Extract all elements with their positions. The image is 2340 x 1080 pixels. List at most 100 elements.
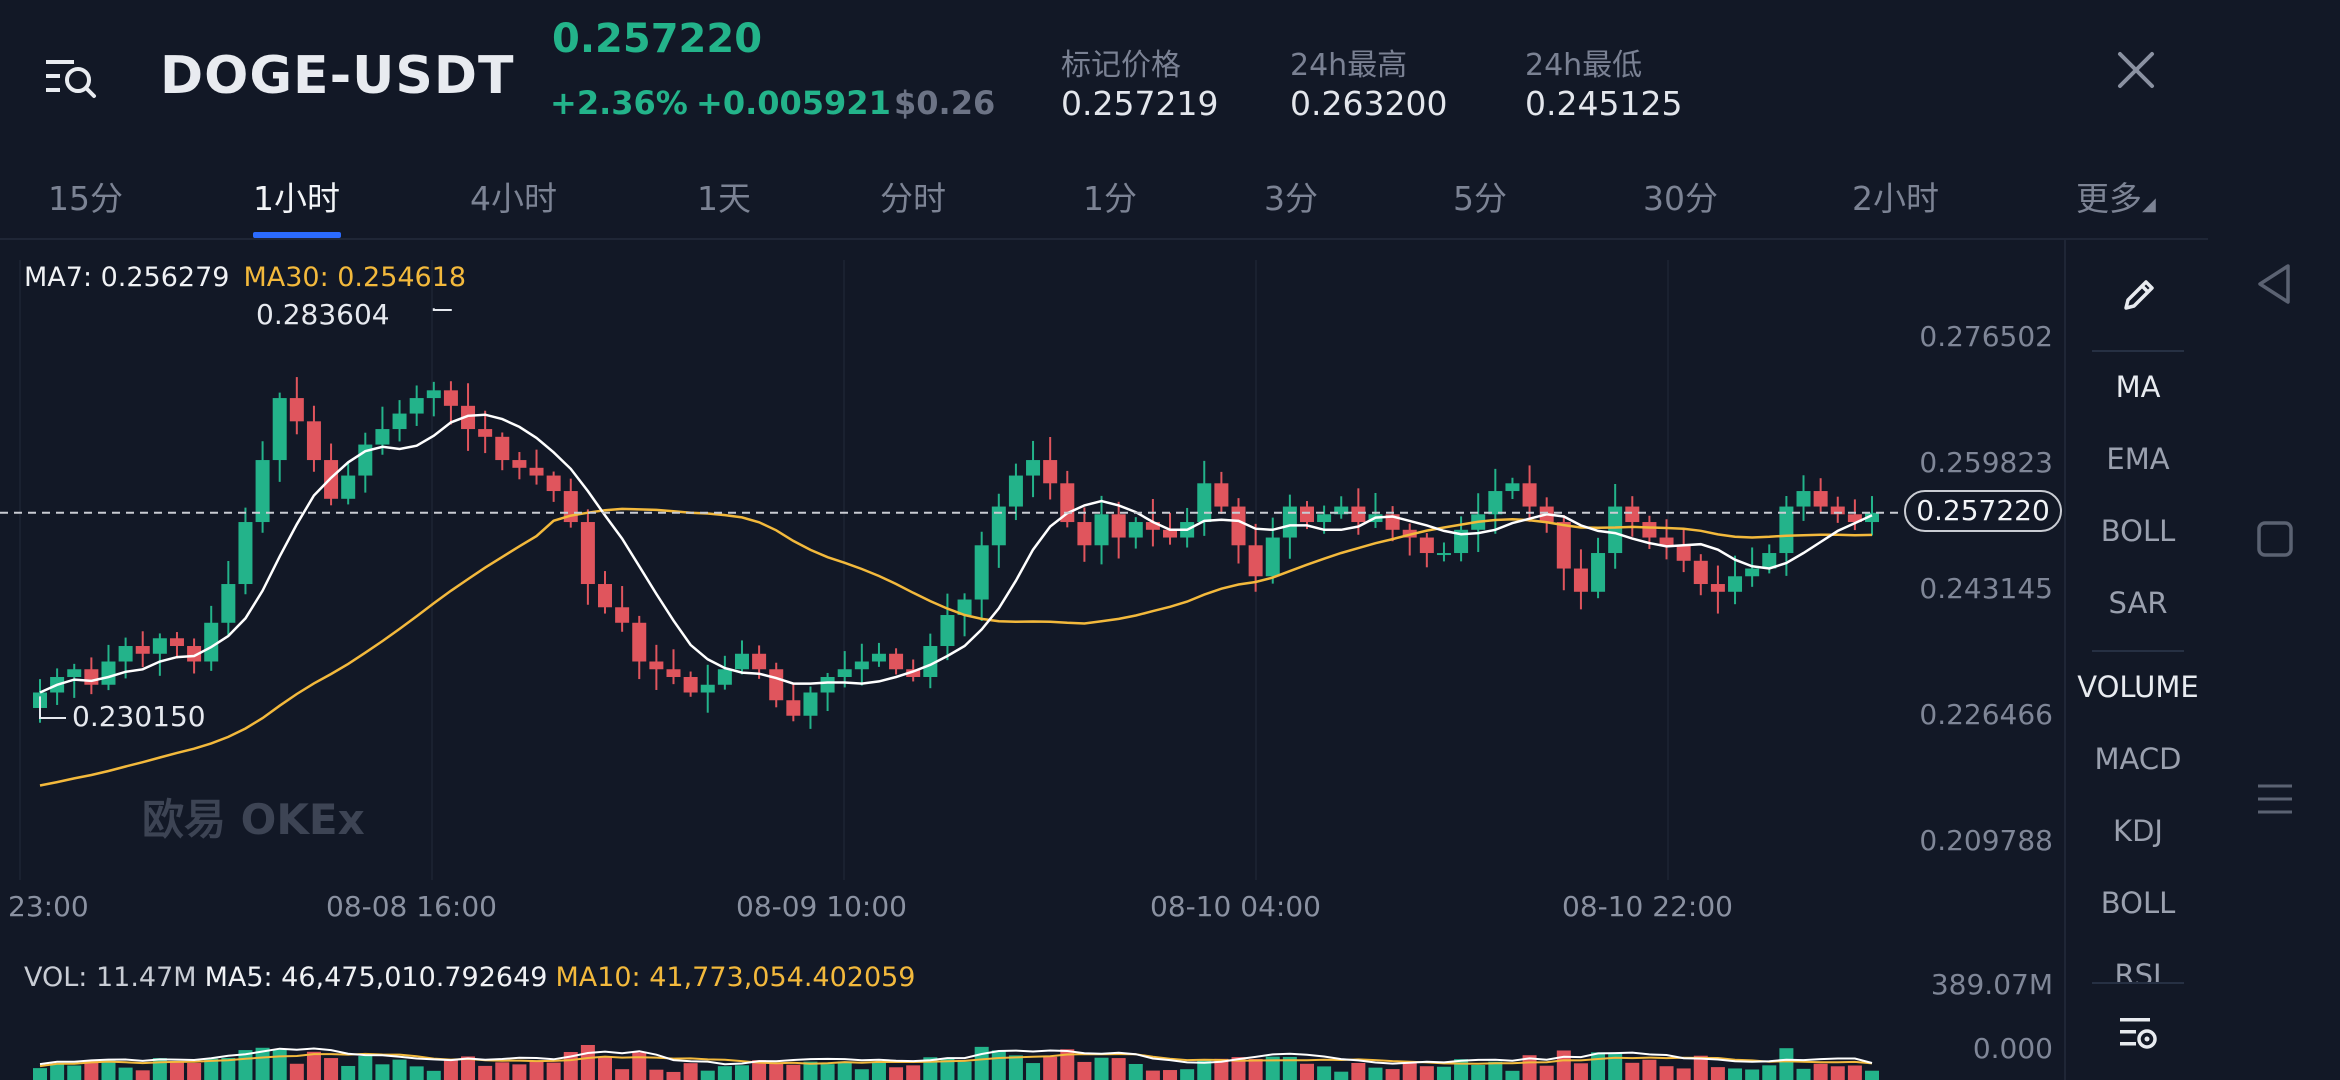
candle-body <box>255 460 270 523</box>
ma7-line <box>39 413 1873 694</box>
tab-30m[interactable]: 30分 <box>1643 179 1718 218</box>
indicator-settings-icon[interactable] <box>2116 1010 2160 1054</box>
candle-body <box>1728 576 1743 592</box>
indicator-ema[interactable]: EMA <box>2106 442 2170 476</box>
volume-bar <box>443 1059 458 1080</box>
volume-bar <box>1299 1063 1314 1080</box>
candle-body <box>375 429 390 445</box>
volume-bar <box>67 1065 82 1080</box>
tab-15m[interactable]: 15分 <box>48 179 123 218</box>
tab-more[interactable]: 更多◢ <box>2076 172 2156 220</box>
pair-title[interactable]: DOGE-USDT <box>160 46 515 106</box>
candle-body <box>341 475 356 499</box>
high-marker <box>432 308 452 311</box>
candle-body <box>598 584 613 608</box>
low-marker <box>39 696 66 719</box>
candle-body <box>1710 584 1725 592</box>
volume-bar <box>135 1070 150 1080</box>
back-icon[interactable] <box>2254 262 2294 306</box>
indicator-panel: MA EMA BOLL SAR VOLUME MACD KDJ BOLL RSI <box>2064 240 2208 1080</box>
volume-legend: VOL: 11.47M MA5: 46,475,010.792649 MA10: 4… <box>24 962 915 993</box>
indicator-rsi[interactable]: RSI <box>2114 958 2162 982</box>
candle-body <box>1625 506 1640 523</box>
candle-body <box>837 669 852 678</box>
y-tick-label: 0.276502 <box>1919 320 2053 353</box>
indicator-sub-boll[interactable]: BOLL <box>2100 886 2176 920</box>
menu-search-icon[interactable] <box>44 50 100 106</box>
volume-bar <box>717 1066 732 1080</box>
candle-body <box>392 413 407 430</box>
candle-body <box>84 669 99 685</box>
tab-1m[interactable]: 1分 <box>1083 179 1137 218</box>
candle-body <box>974 545 989 600</box>
tab-1d[interactable]: 1天 <box>697 179 751 218</box>
candle-body <box>409 398 424 414</box>
volume-bar <box>426 1070 441 1080</box>
indicator-volume[interactable]: VOLUME <box>2077 670 2199 704</box>
volume-bar <box>598 1057 613 1080</box>
candle-body <box>1008 475 1023 507</box>
indicator-sar[interactable]: SAR <box>2108 586 2168 620</box>
candle-body <box>580 522 595 585</box>
volume-bar <box>1813 1063 1828 1080</box>
tab-3m[interactable]: 3分 <box>1264 179 1318 218</box>
candle-body <box>272 398 287 461</box>
volume-bar <box>1060 1049 1075 1080</box>
candle-body <box>786 700 801 716</box>
indicator-macd[interactable]: MACD <box>2094 742 2182 776</box>
volume-bar <box>957 1061 972 1080</box>
indicator-kdj[interactable]: KDJ <box>2113 814 2163 848</box>
y-tick-label: 0.209788 <box>1919 824 2053 857</box>
candle-body <box>187 646 202 662</box>
candle-body <box>1488 491 1503 515</box>
candle-body <box>443 390 458 406</box>
volume-bar <box>1591 1052 1606 1080</box>
volume-bar <box>1180 1069 1195 1080</box>
candle-body <box>1779 506 1794 554</box>
indicator-ma[interactable]: MA <box>2115 370 2161 404</box>
candle-body <box>135 646 150 654</box>
tab-1h[interactable]: 1小时 <box>253 179 340 218</box>
volume-bar <box>84 1060 99 1080</box>
volume-bar <box>33 1068 47 1080</box>
candle-body <box>1591 553 1606 592</box>
tab-2h[interactable]: 2小时 <box>1852 179 1939 218</box>
header: DOGE-USDT 0.257220 +2.36% +0.005921 $0.2… <box>0 0 2208 150</box>
volume-bar <box>820 1064 835 1080</box>
volume-bar <box>306 1051 321 1080</box>
candle-body <box>204 622 219 662</box>
x-tick-label: 08-09 10:00 <box>736 890 907 923</box>
candle-body <box>1214 483 1229 507</box>
candlestick-chart[interactable] <box>0 240 2064 1080</box>
home-icon[interactable] <box>2256 520 2294 558</box>
pencil-icon[interactable] <box>2118 274 2160 316</box>
vol-y-tick-label: 389.07M <box>1930 968 2053 1001</box>
candle-body <box>289 398 304 422</box>
vol-ma5-legend: MA5: 46,475,010.792649 <box>204 962 548 993</box>
tab-4h[interactable]: 4小时 <box>470 179 557 218</box>
tab-more-label: 更多 <box>2076 179 2142 218</box>
tab-5m[interactable]: 5分 <box>1453 179 1507 218</box>
close-icon[interactable] <box>2116 50 2156 90</box>
tab-timeshare[interactable]: 分时 <box>880 179 946 218</box>
indicator-boll[interactable]: BOLL <box>2100 514 2176 548</box>
candle-body <box>1111 514 1126 538</box>
candle-body <box>1813 491 1828 507</box>
vol-legend: VOL: 11.47M <box>24 962 197 993</box>
candle-body <box>169 638 184 647</box>
candle-body <box>478 429 493 437</box>
candle-body <box>769 669 784 701</box>
volume-bar <box>752 1060 767 1080</box>
candle-body <box>152 638 167 654</box>
panel-divider <box>2092 350 2184 352</box>
volume-bar <box>1556 1050 1571 1080</box>
recents-icon[interactable] <box>2256 780 2294 818</box>
candle-body <box>923 646 938 678</box>
candle-body <box>306 421 321 461</box>
candle-body <box>1847 514 1862 523</box>
candle-body <box>1505 483 1520 492</box>
volume-bar <box>409 1066 424 1080</box>
low-24h-label: 24h最低 <box>1525 48 1643 83</box>
candle-body <box>700 684 715 693</box>
vol-y-tick-label: 0.000 <box>1972 1032 2053 1065</box>
